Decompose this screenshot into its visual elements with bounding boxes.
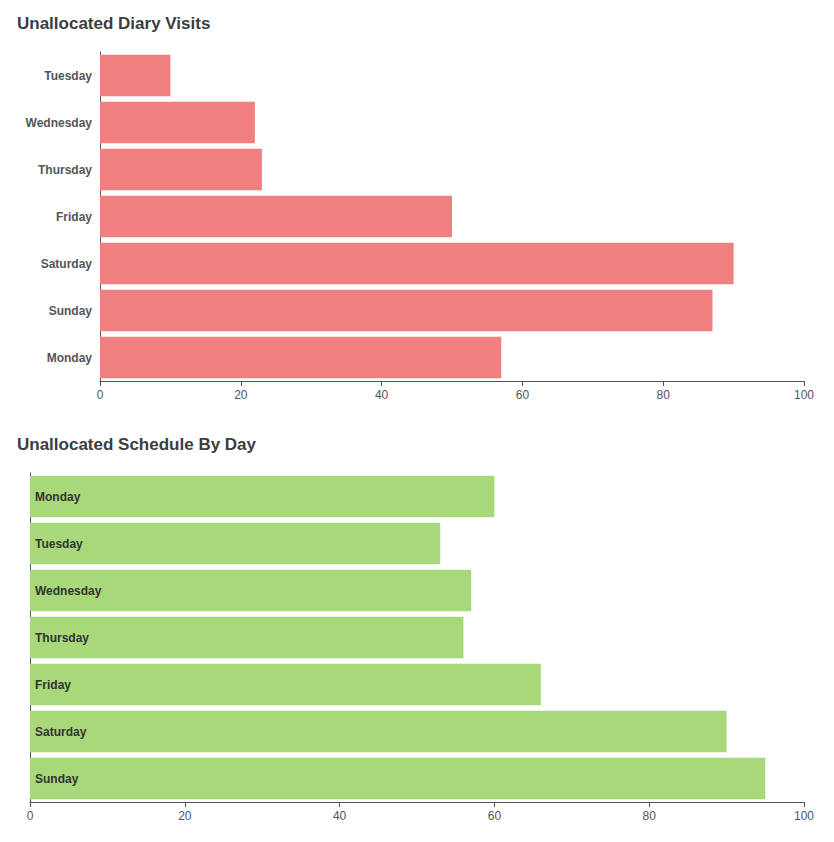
svg-text:Sunday: Sunday — [49, 304, 93, 318]
svg-text:Unallocated Schedule By Day: Unallocated Schedule By Day — [17, 435, 257, 454]
svg-text:Saturday: Saturday — [35, 725, 87, 739]
svg-text:Wednesday: Wednesday — [26, 116, 93, 130]
svg-text:Wednesday: Wednesday — [35, 584, 102, 598]
svg-text:80: 80 — [657, 388, 671, 402]
svg-text:20: 20 — [234, 388, 248, 402]
svg-text:60: 60 — [488, 809, 502, 823]
svg-text:0: 0 — [97, 388, 104, 402]
svg-text:Unallocated Diary Visits: Unallocated Diary Visits — [17, 14, 210, 33]
svg-text:Thursday: Thursday — [35, 631, 89, 645]
svg-text:Monday: Monday — [47, 351, 93, 365]
svg-text:Saturday: Saturday — [41, 257, 93, 271]
svg-text:40: 40 — [375, 388, 389, 402]
svg-text:100: 100 — [794, 388, 814, 402]
svg-text:Tuesday: Tuesday — [44, 69, 92, 83]
svg-text:40: 40 — [333, 809, 347, 823]
svg-text:0: 0 — [27, 809, 34, 823]
svg-text:Monday: Monday — [35, 490, 81, 504]
svg-text:20: 20 — [178, 809, 192, 823]
svg-text:Friday: Friday — [56, 210, 92, 224]
svg-text:100: 100 — [794, 809, 814, 823]
svg-text:Sunday: Sunday — [35, 772, 79, 786]
svg-text:Thursday: Thursday — [38, 163, 92, 177]
svg-text:60: 60 — [516, 388, 530, 402]
svg-text:Friday: Friday — [35, 678, 71, 692]
svg-text:Tuesday: Tuesday — [35, 537, 83, 551]
svg-text:80: 80 — [643, 809, 657, 823]
